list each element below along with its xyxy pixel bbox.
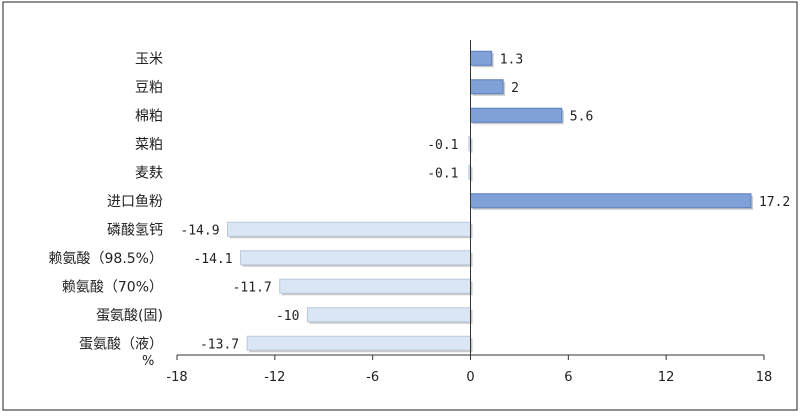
x-tick-label: -18 — [166, 370, 187, 385]
bar — [240, 250, 471, 266]
bar — [470, 50, 493, 66]
data-label: 2 — [511, 81, 519, 96]
category-label: 麦麸 — [135, 165, 163, 181]
data-label: -10 — [276, 309, 299, 324]
axis-layer: -18 -12 -6 0 6 12 18 — [166, 40, 772, 385]
x-tick-label: 12 — [658, 370, 675, 385]
category-label: 磷酸氢钙 — [107, 222, 163, 238]
category-label: 赖氨酸（98.5%） — [49, 251, 163, 267]
bar — [246, 335, 471, 351]
category-label: 进口鱼粉 — [107, 193, 163, 210]
category-label: 玉米 — [135, 51, 163, 67]
x-tick-label: 18 — [756, 370, 773, 385]
data-label: 5.6 — [570, 109, 593, 124]
labels-layer: 玉米 1.3 豆粕 2 棉粕 5.6 菜粕 -0.1 麦麸 -0.1 进口鱼粉 17.2 磷酸氢钙 -14… — [49, 51, 791, 352]
data-label: -13.7 — [200, 337, 239, 352]
data-label: -11.7 — [233, 280, 272, 295]
data-label: -14.1 — [193, 252, 232, 267]
category-label: 豆粕 — [135, 80, 163, 96]
category-label: 赖氨酸（70%） — [62, 279, 163, 295]
data-label: 1.3 — [500, 52, 523, 67]
bar — [470, 107, 563, 123]
x-tick-label: -6 — [366, 370, 379, 385]
category-label: 蛋氨酸(固) — [96, 308, 163, 324]
category-label: 蛋氨酸（液） — [79, 336, 163, 352]
category-label: 菜粕 — [135, 137, 163, 153]
data-label: 17.2 — [759, 195, 790, 210]
data-label: -14.9 — [180, 223, 219, 238]
unit-label: % — [142, 354, 154, 369]
x-tick-label: 6 — [564, 370, 572, 385]
x-tick-label: -12 — [264, 370, 285, 385]
bar — [306, 307, 472, 323]
data-label: -0.1 — [427, 138, 458, 153]
bar — [279, 278, 471, 294]
bar — [470, 79, 504, 95]
category-label: 棉粕 — [135, 107, 163, 124]
bars-layer — [227, 50, 753, 353]
bar — [470, 193, 752, 209]
bar-shadow — [470, 167, 473, 182]
bar — [227, 221, 471, 237]
x-tick-label: 0 — [466, 370, 474, 385]
bar-shadow — [470, 138, 473, 153]
data-label: -0.1 — [427, 166, 458, 181]
